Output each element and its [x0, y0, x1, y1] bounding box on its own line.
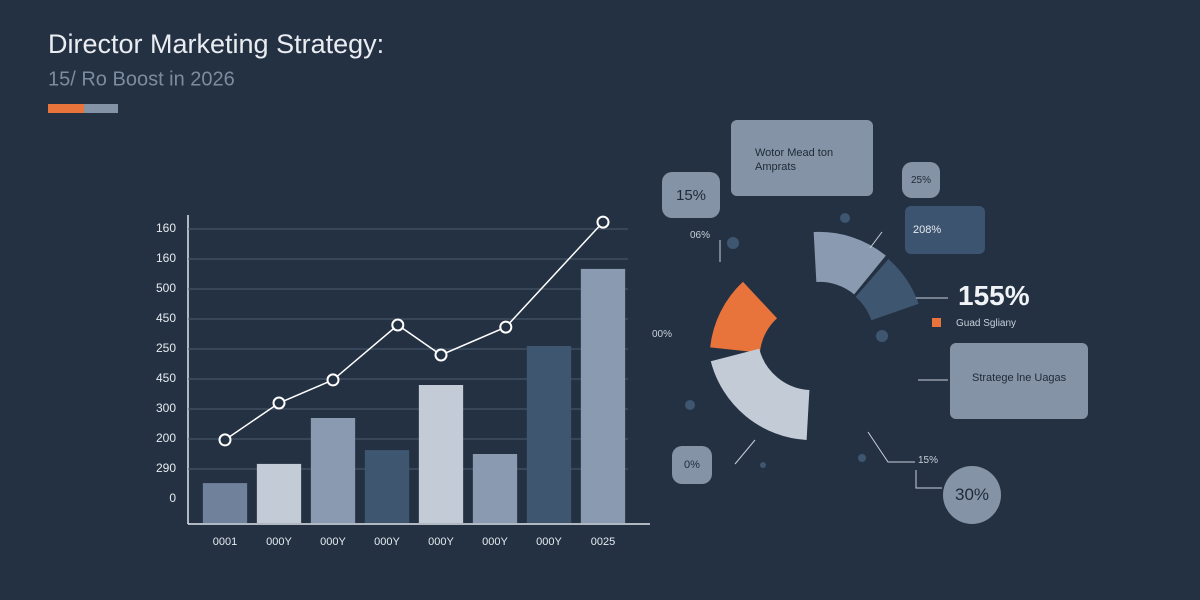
- callout: 25%: [902, 162, 940, 198]
- y-tick-label: 200: [156, 431, 176, 445]
- x-tick-label: 000Y: [482, 536, 508, 548]
- callout-text: Wotor Mead ton Amprats: [755, 147, 834, 173]
- x-tick-label: 000Y: [374, 536, 400, 548]
- y-tick-label: 300: [156, 401, 176, 415]
- callout: 15%: [662, 172, 720, 218]
- x-tick-label: 000Y: [266, 536, 292, 548]
- accent: [84, 104, 118, 113]
- x-tick-label: 000Y: [536, 536, 562, 548]
- callout: Wotor Mead ton Amprats: [731, 120, 873, 196]
- label: 00%: [652, 329, 673, 340]
- bar: [418, 385, 464, 523]
- callout: 0%: [672, 446, 712, 484]
- line-point: [326, 373, 340, 387]
- callout-text: Stratege lne Uagas: [972, 372, 1067, 384]
- dots: [685, 213, 888, 468]
- connectors: [719, 231, 948, 489]
- bar: [472, 454, 518, 523]
- y-tick-label: 250: [156, 341, 176, 355]
- chart-subtitle: 15/ Ro Boost in 2026: [48, 68, 235, 90]
- label: Guad Sgliany: [956, 318, 1017, 329]
- y-tick-label: 290: [156, 461, 176, 475]
- bar: [580, 268, 626, 523]
- chart-title: Director Marketing Strategy:: [48, 29, 384, 59]
- bar: [310, 418, 356, 523]
- y-tick-label: 450: [156, 311, 176, 325]
- line-point: [499, 320, 513, 334]
- accent: [48, 104, 84, 113]
- y-tick-label: 0: [169, 491, 176, 505]
- label: 06%: [690, 230, 711, 241]
- line-point: [434, 348, 448, 362]
- line-point: [272, 396, 286, 410]
- callout: Stratege lne Uagas: [950, 343, 1088, 419]
- y-tick-label: 160: [156, 251, 176, 265]
- callout-text: 208%: [913, 224, 942, 236]
- callout: 30%: [943, 466, 1001, 524]
- x-tick-label: 000Y: [428, 536, 454, 548]
- x-tick-label: 000Y: [320, 536, 346, 548]
- bar: [202, 483, 248, 523]
- donut: [710, 231, 919, 440]
- x-tick-label: 0025: [591, 536, 615, 548]
- y-tick-label: 450: [156, 371, 176, 385]
- legend-swatch: [932, 318, 941, 327]
- line-point: [596, 215, 610, 229]
- y-tick-label: 160: [156, 221, 176, 235]
- bar: [364, 450, 410, 523]
- bar: [256, 463, 302, 523]
- line-point: [391, 318, 405, 332]
- y-tick-label: 500: [156, 281, 176, 295]
- big-stat: 155%: [958, 280, 1030, 311]
- line-point: [218, 433, 232, 447]
- bar: [526, 346, 572, 523]
- x-tick-label: 0001: [213, 536, 237, 548]
- label: 15%: [918, 455, 939, 466]
- callout: 208%: [905, 206, 985, 254]
